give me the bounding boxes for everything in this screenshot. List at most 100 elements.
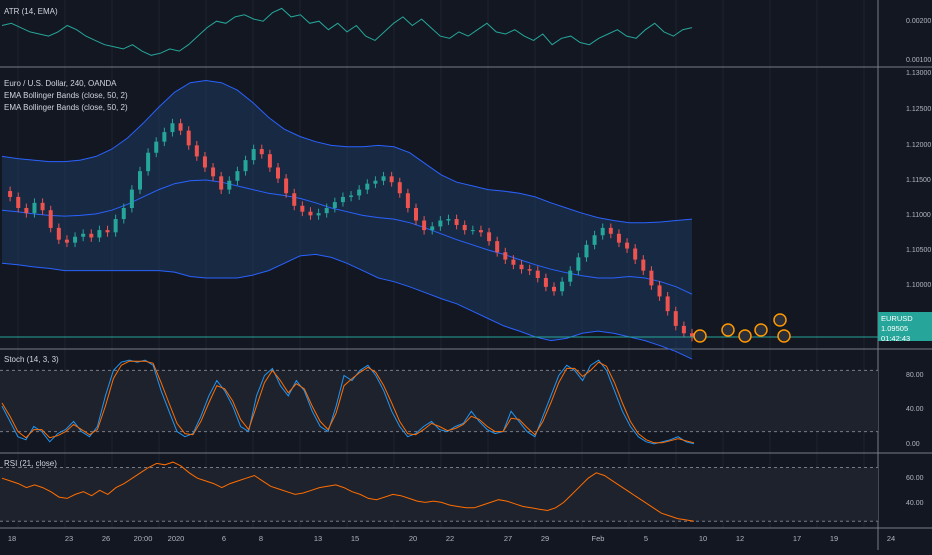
candle-body [568,270,573,282]
candle-body [243,160,248,172]
candle-body [73,236,78,243]
stoch-d-line [1,360,695,444]
event-flag-icon [693,329,707,343]
candle-body [154,141,159,153]
candle-body [235,171,240,181]
candle-body [592,235,597,245]
stoch-k-line [1,359,695,445]
event-flag-icon [721,323,735,337]
rsi-label[interactable]: RSI (21, close) [4,459,57,468]
candle-body [56,227,61,240]
candle-body [186,130,191,146]
price-tag-countdown: 01:42:43 [881,334,911,343]
x-tick-label: 29 [540,534,550,543]
candle-body [16,196,21,208]
candle-body [48,210,53,228]
candle-body [470,230,475,232]
candle-body [641,259,646,271]
x-tick-label: 26 [101,534,111,543]
candle-body [560,281,565,292]
candle-body [422,220,427,231]
candle-body [40,202,45,211]
price-tag-symbol: EURUSD [881,314,913,324]
price-tick-label: 1.11500 [906,177,931,184]
x-tick-label: 2020 [167,534,185,543]
candle-body [211,167,216,177]
x-tick-label: 22 [445,534,455,543]
x-tick-label: 5 [643,534,649,543]
x-tick-label: 13 [313,534,323,543]
candle-body [462,224,467,231]
candle-body [616,233,621,243]
stoch-tick-label: 80.00 [906,372,924,379]
price-tick-label: 1.10000 [906,282,932,289]
lower-band-line [1,253,693,360]
candle-body [414,208,418,221]
candle-body [64,239,69,243]
candle-body [178,123,183,131]
stoch-label[interactable]: Stoch (14, 3, 3) [4,355,59,364]
candle-body [673,311,678,326]
candle-body [194,145,199,157]
price-tick-label: 1.11000 [906,212,931,219]
candle-body [633,248,638,260]
candle-body [665,296,670,312]
candle-body [267,154,272,168]
x-tick-label: 8 [258,534,264,543]
stoch-tick-label: 0.00 [906,441,920,448]
candle-body [32,202,37,214]
candle-body [24,208,29,214]
candle-body [97,230,102,238]
rsi-line [1,461,695,522]
candle-body [308,211,313,216]
candle-body [519,264,524,270]
candle-body [365,183,370,190]
event-flag-icon [738,329,752,343]
candle-body [373,180,378,184]
candle-body [649,270,654,286]
candle-body [340,196,345,203]
x-tick-label: 27 [503,534,513,543]
candle-body [259,149,264,155]
candle-body [389,176,394,183]
candle-body [89,233,94,238]
x-tick-label: 20 [408,534,418,543]
candle-body [527,269,532,271]
bb-label-1[interactable]: EMA Bollinger Bands (close, 50, 2) [4,91,128,100]
stoch-tick-label: 40.00 [906,406,924,413]
main-title-label[interactable]: Euro / U.S. Dollar, 240, OANDA [4,79,117,88]
rsi-tick-label: 60.00 [906,475,924,482]
bb-label-2[interactable]: EMA Bollinger Bands (close, 50, 2) [4,103,128,112]
candle-body [405,193,410,208]
price-tag-price: 1.09505 [881,324,909,333]
candle-body [81,233,86,237]
candle-body [690,333,694,337]
atr-label[interactable]: ATR (14, EMA) [4,7,58,16]
candle-body [332,202,337,208]
event-flag-icon [773,313,787,327]
candle-body [227,180,232,190]
candle-body [276,167,280,179]
candle-body [397,182,402,194]
candle-body [357,189,362,196]
candle-body [113,219,118,233]
candle-body [552,286,556,292]
candle-body [543,278,548,287]
candle-body [487,232,492,242]
candle-body [657,285,662,297]
rsi-tick-label: 40.00 [906,500,924,507]
x-tick-label: 20:00 [133,534,153,543]
atr-line [1,7,693,56]
basis-line [1,179,693,295]
x-tick-label: 6 [221,534,227,543]
x-tick-label: 17 [792,534,802,543]
price-tick-label: 1.10500 [906,247,932,254]
candle-body [349,195,354,197]
candle-body [292,193,297,206]
x-tick-label: 24 [886,534,896,543]
atr-tick-label: 0.00100 [906,57,932,64]
event-flag-icon [777,329,791,343]
x-tick-label: Feb [591,534,605,543]
